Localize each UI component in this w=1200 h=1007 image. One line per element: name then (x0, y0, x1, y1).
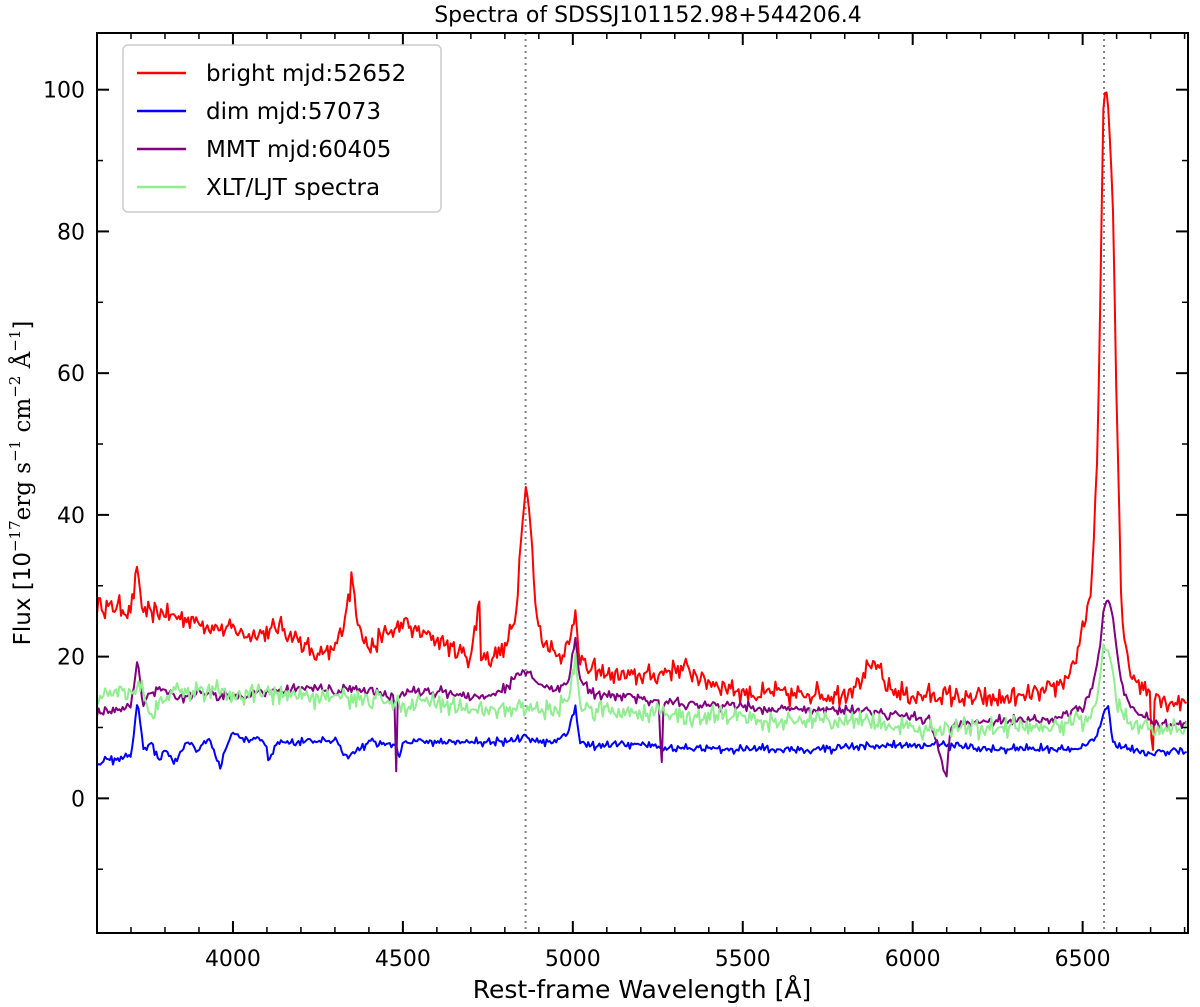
y-tick-label: 80 (57, 220, 85, 245)
y-tick-label: 40 (57, 504, 85, 529)
reference-lines (524, 33, 1106, 933)
series-line-2 (97, 704, 1187, 770)
y-tick-label: 60 (57, 362, 85, 387)
y-axis-title-exp3: −2 (6, 376, 24, 398)
x-axis-title: Rest-frame Wavelength [Å] (473, 975, 811, 1004)
y-axis-title-exp2: −1 (6, 440, 24, 462)
chart-title: Spectra of SDSSJ101152.98+544206.4 (434, 3, 862, 28)
y-tick-label: 100 (43, 79, 85, 104)
y-axis-title: Flux [10−17erg s−1 cm−2 Å−1] (6, 321, 36, 646)
x-tick-label: 4000 (205, 947, 261, 972)
y-tick-label: 0 (71, 787, 85, 812)
x-tick-label: 6000 (885, 947, 941, 972)
legend-label-2: dim mjd:57073 (206, 99, 381, 125)
y-axis-title-mid1: erg s (10, 462, 36, 520)
legend: bright mjd:52652 dim mjd:57073 MMT mjd:604… (122, 44, 442, 213)
series-line-4 (97, 643, 1188, 741)
x-tick-label: 6500 (1055, 947, 1111, 972)
legend-label-1: bright mjd:52652 (206, 61, 406, 87)
x-tick-label: 5500 (715, 947, 771, 972)
legend-label-4: XLT/LJT spectra (206, 175, 380, 201)
y-axis-title-mid2: cm (10, 398, 36, 440)
y-axis-title-suffix: ] (10, 321, 36, 330)
y-tick-label: 20 (57, 646, 85, 671)
series-layer (97, 91, 1188, 778)
x-tick-label: 4500 (375, 947, 431, 972)
y-axis-title-prefix: Flux [10 (10, 552, 36, 645)
axis-ticks: 4000 4500 5000 5500 6000 6500 0 20 40 60 80 100 (43, 33, 1188, 972)
y-axis-title-exp1: −17 (6, 520, 24, 552)
y-axis-title-exp4: −1 (6, 330, 24, 352)
y-axis-title-mid3: Å (8, 351, 36, 375)
plot-frame (96, 32, 1189, 934)
legend-label-3: MMT mjd:60405 (206, 137, 391, 163)
legend-box (122, 44, 442, 213)
x-tick-label: 5000 (545, 947, 601, 972)
series-line-1 (97, 91, 1187, 751)
